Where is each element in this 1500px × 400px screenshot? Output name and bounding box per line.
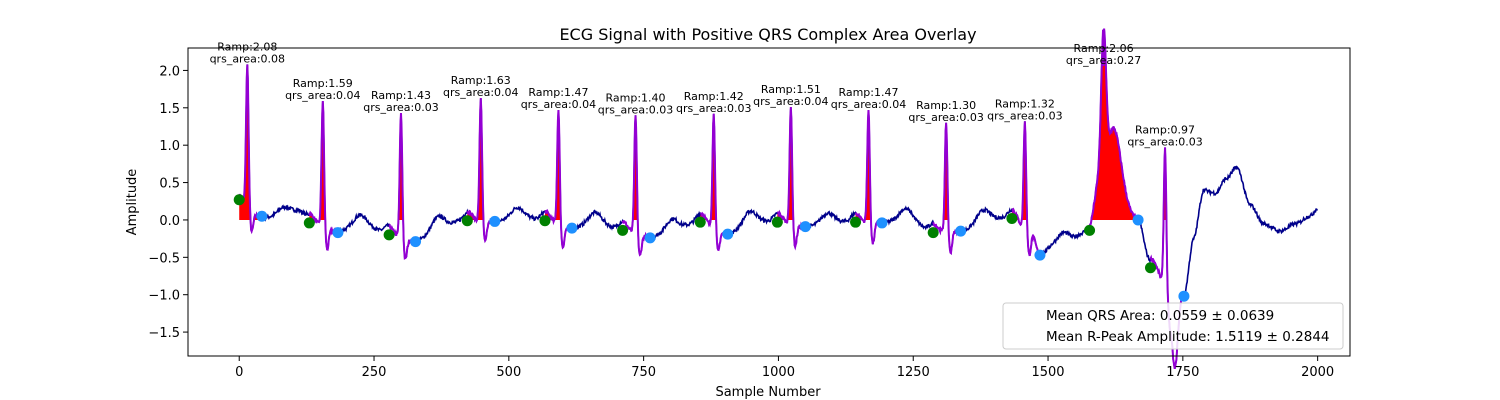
qrs-onset-marker-7 <box>694 216 706 228</box>
x-tick-label-1250: 1250 <box>897 365 930 380</box>
qrs-offset-marker-12 <box>1132 214 1144 226</box>
qrs-offset-marker-4 <box>489 215 501 227</box>
qrs-offset-marker-3 <box>410 236 422 248</box>
qrs-area-label-4: qrs_area:0.04 <box>443 86 518 99</box>
qrs-offset-marker-13 <box>1178 290 1190 302</box>
qrs-offset-marker-1 <box>256 210 268 222</box>
r-peak-label-5: Ramp:1.47 <box>528 86 588 99</box>
r-peak-label-7: Ramp:1.42 <box>684 90 744 103</box>
qrs-area-fill-9 <box>855 110 882 220</box>
r-peak-label-8: Ramp:1.51 <box>761 83 821 96</box>
legend-box <box>1002 302 1344 350</box>
y-tick-label-3: 0.0 <box>159 214 180 229</box>
qrs-area-label-2: qrs_area:0.04 <box>285 89 360 102</box>
qrs-area-fill-5 <box>544 110 572 220</box>
x-tick-label-750: 750 <box>631 365 656 380</box>
x-tick-label-500: 500 <box>496 365 521 380</box>
y-tick-label-0: −1.5 <box>148 326 180 341</box>
legend-entry-2: Mean R-Peak Amplitude: 1.5119 ± 0.2844 <box>1046 329 1330 345</box>
qrs-area-label-7: qrs_area:0.03 <box>676 102 751 115</box>
r-peak-label-13: Ramp:0.97 <box>1135 123 1195 136</box>
r-peak-label-6: Ramp:1.40 <box>606 91 666 104</box>
y-tick-label-7: 2.0 <box>159 64 180 79</box>
qrs-area-fill-7 <box>700 113 728 220</box>
qrs-area-label-13: qrs_area:0.03 <box>1127 135 1202 148</box>
qrs-area-label-5: qrs_area:0.04 <box>521 98 596 111</box>
qrs-onset-marker-6 <box>617 224 629 236</box>
qrs-area-label-9: qrs_area:0.04 <box>831 98 906 111</box>
x-tick-label-0: 0 <box>235 365 243 380</box>
x-axis-title: Sample Number <box>715 385 821 400</box>
qrs-offset-marker-7 <box>722 228 734 240</box>
qrs-onset-marker-2 <box>303 217 315 229</box>
y-tick-label-5: 1.0 <box>159 139 180 154</box>
r-peak-label-2: Ramp:1.59 <box>293 77 353 90</box>
plot-area: Ramp:2.08qrs_area:0.08Ramp:1.59qrs_area:… <box>148 28 1351 380</box>
r-peak-label-1: Ramp:2.08 <box>217 40 277 53</box>
qrs-offset-marker-10 <box>955 225 967 237</box>
y-tick-label-4: 0.5 <box>159 177 180 192</box>
qrs-segment-line-2 <box>308 101 339 251</box>
r-peak-label-9: Ramp:1.47 <box>838 86 898 99</box>
x-tick-label-1750: 1750 <box>1166 365 1199 380</box>
qrs-area-label-3: qrs_area:0.03 <box>363 101 438 114</box>
qrs-offset-marker-6 <box>644 232 656 244</box>
qrs-offset-marker-2 <box>332 227 344 239</box>
x-tick-label-250: 250 <box>362 365 387 380</box>
r-peak-label-3: Ramp:1.43 <box>371 89 431 102</box>
y-tick-label-2: −0.5 <box>148 251 180 266</box>
qrs-offset-marker-8 <box>799 221 811 233</box>
qrs-offset-marker-11 <box>1034 249 1046 261</box>
plot-frame <box>187 47 1351 357</box>
qrs-onset-marker-5 <box>539 215 551 227</box>
qrs-onset-marker-9 <box>850 216 862 228</box>
qrs-offset-marker-5 <box>566 222 578 234</box>
qrs-segment-line-12 <box>1088 28 1139 228</box>
qrs-onset-marker-1 <box>233 194 245 206</box>
legend-entry-1: Mean QRS Area: 0.0559 ± 0.0639 <box>1046 308 1274 324</box>
qrs-area-label-1: qrs_area:0.08 <box>210 52 285 65</box>
r-peak-label-10: Ramp:1.30 <box>916 99 976 112</box>
chart-title: ECG Signal with Positive QRS Complex Are… <box>559 25 976 44</box>
qrs-onset-marker-10 <box>927 227 939 239</box>
qrs-offset-marker-9 <box>876 217 888 229</box>
r-peak-label-4: Ramp:1.63 <box>451 74 511 87</box>
qrs-onset-marker-13 <box>1144 262 1156 274</box>
qrs-onset-marker-11 <box>1006 212 1018 224</box>
y-axis-title: Amplitude <box>125 169 140 236</box>
qrs-area-label-8: qrs_area:0.04 <box>753 95 828 108</box>
qrs-segment-line-11 <box>1011 121 1041 257</box>
r-peak-label-11: Ramp:1.32 <box>995 97 1055 110</box>
qrs-onset-marker-3 <box>383 229 395 241</box>
x-tick-label-2000: 2000 <box>1301 365 1334 380</box>
qrs-area-label-11: qrs_area:0.03 <box>987 109 1062 122</box>
qrs-area-label-12: qrs_area:0.27 <box>1066 54 1141 67</box>
qrs-area-label-6: qrs_area:0.03 <box>598 103 673 116</box>
y-tick-label-1: −1.0 <box>148 289 180 304</box>
qrs-area-label-10: qrs_area:0.03 <box>908 111 983 124</box>
x-tick-label-1000: 1000 <box>762 365 795 380</box>
qrs-onset-marker-12 <box>1084 224 1096 236</box>
qrs-onset-marker-4 <box>461 215 473 227</box>
y-tick-label-6: 1.5 <box>159 102 180 117</box>
qrs-area-fill-4 <box>467 98 495 220</box>
qrs-onset-marker-8 <box>771 216 783 228</box>
x-tick-label-1500: 1500 <box>1031 365 1064 380</box>
